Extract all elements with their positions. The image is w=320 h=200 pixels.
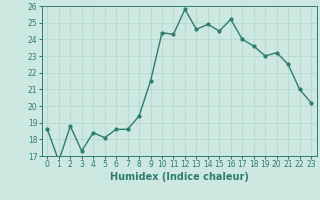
X-axis label: Humidex (Indice chaleur): Humidex (Indice chaleur) bbox=[110, 172, 249, 182]
